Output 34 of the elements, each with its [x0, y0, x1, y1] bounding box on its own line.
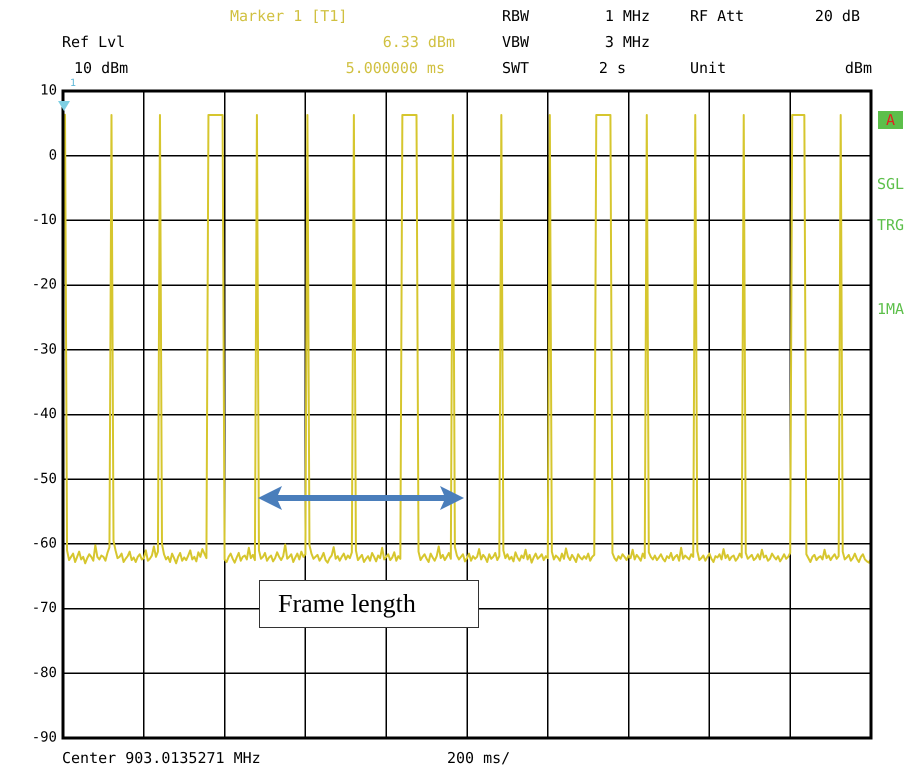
text: 1 MHz — [604, 7, 650, 25]
y-tick-label: -40 — [32, 406, 57, 422]
text: SGL — [877, 175, 904, 193]
text: 200 ms/ — [447, 749, 510, 767]
y-tick-label: -60 — [32, 536, 57, 552]
y-tick-label: -20 — [32, 276, 57, 293]
text: 5.000000 ms — [346, 59, 445, 77]
y-tick-label: -10 — [32, 212, 57, 228]
y-tick-label: -70 — [32, 600, 57, 616]
text: Marker 1 [T1] — [230, 7, 348, 25]
y-tick-label: -30 — [32, 341, 57, 358]
text: Unit — [690, 59, 726, 77]
text: 1MA — [877, 300, 904, 318]
text: VBW — [502, 33, 530, 51]
annotation: Frame length — [259, 580, 479, 628]
text: 6.33 dBm — [382, 33, 455, 51]
text: 10 dBm — [74, 59, 128, 77]
y-tick-label: -90 — [32, 730, 57, 746]
text: dBm — [844, 59, 872, 77]
text: A — [878, 111, 904, 129]
y-tick-label: 10 — [40, 82, 57, 99]
text: 2 s — [598, 59, 626, 77]
text: 3 MHz — [604, 33, 650, 51]
text: SWT — [502, 59, 530, 77]
text: RF Att — [690, 7, 744, 25]
text: TRG — [877, 216, 904, 234]
y-tick-label: -80 — [32, 664, 57, 681]
text: RBW — [502, 7, 530, 25]
y-tick-label: 0 — [48, 147, 57, 164]
text: Ref Lvl — [62, 33, 126, 51]
y-tick-label: -50 — [32, 470, 57, 487]
text: Center 903.0135271 MHz — [62, 749, 261, 767]
text: 20 dB — [814, 7, 860, 25]
text: 1 — [69, 78, 78, 89]
